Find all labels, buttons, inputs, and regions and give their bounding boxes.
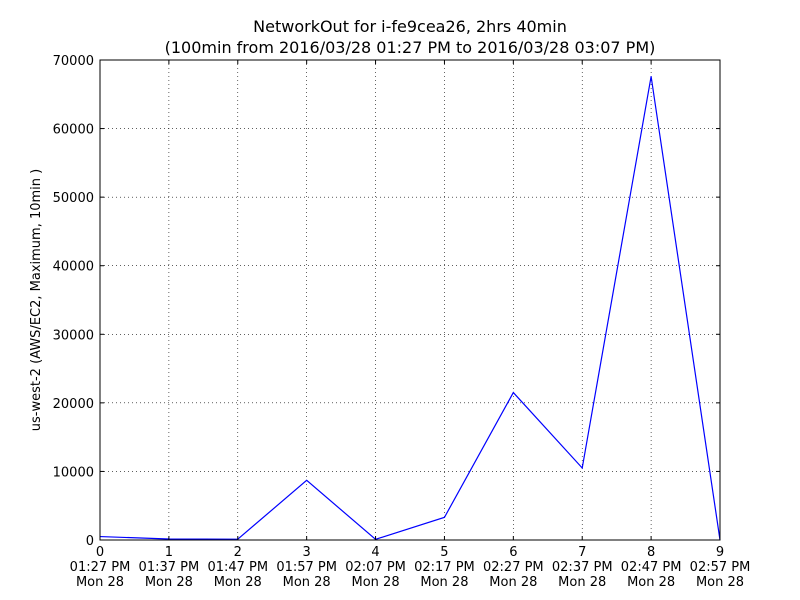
x-tick-label: Mon 28 [283,575,331,590]
x-tick-label: Mon 28 [627,575,675,590]
x-tick-label: Mon 28 [558,575,606,590]
x-tick-label: 1 [165,545,173,560]
plot-area-frame [99,59,721,541]
chart-title-line-1: NetworkOut for i-fe9cea26, 2hrs 40min [253,17,567,36]
y-tick-label: 20000 [53,397,94,412]
x-tick-label: 4 [371,545,379,560]
series-line [99,76,721,541]
x-tick-label: 01:37 PM [139,560,200,575]
x-tick-label: 9 [716,545,724,560]
x-tick-label: Mon 28 [76,575,124,590]
data-point [650,75,652,77]
y-tick-label: 40000 [53,260,94,275]
x-tick-label: 5 [440,545,448,560]
x-tick-label: 01:27 PM [70,560,131,575]
y-tick-label: 50000 [53,191,94,206]
x-tick-label: 01:47 PM [207,560,268,575]
data-point [443,516,445,518]
y-tick-label: 0 [86,534,94,549]
grid-lines [99,59,721,541]
data-point [581,467,583,469]
y-axis-label: us-west-2 (AWS/EC2, Maximum, 10min ) [29,169,44,431]
x-tick-label: 8 [647,545,655,560]
x-tick-label: 0 [96,545,104,560]
x-tick-label: 02:37 PM [552,560,613,575]
x-tick-label: Mon 28 [352,575,400,590]
x-tick-label: 02:47 PM [621,560,682,575]
chart-title-line-2: (100min from 2016/03/28 01:27 PM to 2016… [165,38,656,57]
x-tick-label: 3 [303,545,311,560]
series-layer [99,75,721,541]
x-tick-label: Mon 28 [214,575,262,590]
x-tick-label: 2 [234,545,242,560]
x-tick-label: 02:07 PM [345,560,406,575]
data-point [306,479,308,481]
x-tick-label: Mon 28 [696,575,744,590]
x-tick-label: Mon 28 [145,575,193,590]
x-tick-label: 02:57 PM [690,560,751,575]
y-tick-label: 70000 [53,54,94,69]
y-tick-label: 30000 [53,328,94,343]
data-point [512,392,514,394]
x-tick-label: 01:57 PM [276,560,337,575]
x-tick-label: Mon 28 [420,575,468,590]
x-tick-label: Mon 28 [489,575,537,590]
x-tick-label: 02:27 PM [483,560,544,575]
y-tick-label: 60000 [53,123,94,138]
y-tick-label: 10000 [53,465,94,480]
x-tick-label: 02:17 PM [414,560,475,575]
x-tick-label: 6 [509,545,517,560]
x-tick-label: 7 [578,545,586,560]
